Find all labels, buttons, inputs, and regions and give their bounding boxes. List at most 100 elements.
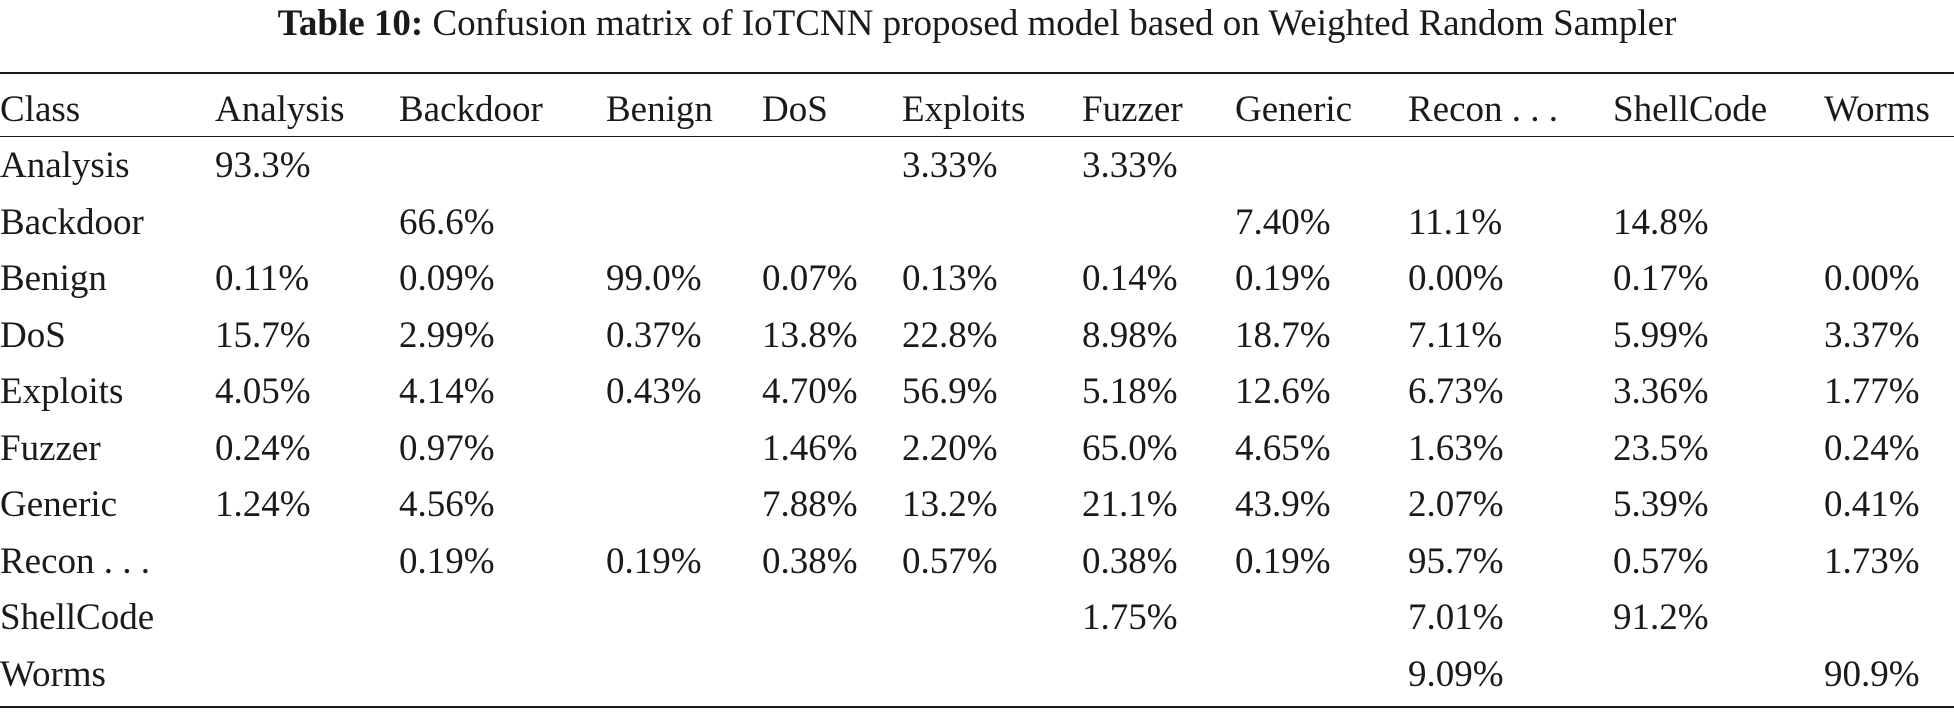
matrix-cell: 8.98% bbox=[1082, 314, 1178, 356]
table-row: Backdoor 66.6% 7.40% 11.1% 14.8% bbox=[0, 194, 1954, 251]
matrix-cell bbox=[606, 136, 762, 194]
matrix-cell: 5.99% bbox=[1613, 314, 1709, 356]
matrix-cell bbox=[1235, 646, 1408, 703]
row-class-label: Analysis bbox=[0, 144, 130, 186]
table-row: Exploits 4.05% 4.14% 0.43% 4.70% 56.9% 5.18% 12… bbox=[0, 364, 1954, 421]
matrix-cell: 0.13% bbox=[902, 258, 998, 300]
row-class-label: Recon . . . bbox=[0, 540, 151, 582]
matrix-cell: 0.41% bbox=[1824, 484, 1920, 526]
row-class-label: Exploits bbox=[0, 371, 124, 413]
table-row: Worms 9.09% 90.9% bbox=[0, 646, 1954, 703]
matrix-cell: 0.37% bbox=[606, 314, 702, 356]
matrix-cell: 91.2% bbox=[1613, 597, 1709, 639]
table-row: ShellCode 1.75% 7.01% 91.2% bbox=[0, 590, 1954, 647]
matrix-cell: 0.00% bbox=[1824, 258, 1920, 300]
matrix-cell: 66.6% bbox=[399, 201, 495, 243]
row-class-label: Generic bbox=[0, 484, 118, 526]
matrix-cell: 1.24% bbox=[215, 484, 311, 526]
matrix-cell: 4.65% bbox=[1235, 427, 1331, 469]
table-row: DoS 15.7% 2.99% 0.37% 13.8% 22.8% 8.98% 18.7% 7.… bbox=[0, 307, 1954, 364]
column-header: Exploits bbox=[902, 88, 1026, 130]
matrix-cell bbox=[902, 646, 1082, 703]
matrix-cell bbox=[1824, 194, 1954, 251]
matrix-cell: 0.43% bbox=[606, 371, 702, 413]
column-header: Class bbox=[0, 88, 81, 130]
table-row: Benign 0.11% 0.09% 99.0% 0.07% 0.13% 0.14% 0.19… bbox=[0, 251, 1954, 308]
matrix-cell: 0.07% bbox=[762, 258, 858, 300]
matrix-cell bbox=[1613, 136, 1824, 194]
table-row: Recon . . . 0.19% 0.19% 0.38% 0.57% 0.38% 0.19… bbox=[0, 533, 1954, 590]
matrix-cell: 0.38% bbox=[762, 540, 858, 582]
matrix-cell bbox=[399, 646, 606, 703]
table-row: Generic 1.24% 4.56% 7.88% 13.2% 21.1% 43.9% 2.0… bbox=[0, 477, 1954, 534]
matrix-cell bbox=[1824, 136, 1954, 194]
matrix-cell: 99.0% bbox=[606, 258, 702, 300]
row-class-label: Benign bbox=[0, 258, 107, 300]
matrix-cell bbox=[606, 477, 762, 534]
matrix-cell bbox=[215, 533, 399, 590]
matrix-cell: 1.46% bbox=[762, 427, 858, 469]
column-header: Worms bbox=[1824, 88, 1930, 130]
matrix-cell: 2.07% bbox=[1408, 484, 1504, 526]
matrix-cell bbox=[762, 136, 902, 194]
matrix-cell bbox=[762, 194, 902, 251]
matrix-cell: 0.38% bbox=[1082, 540, 1178, 582]
matrix-cell: 7.01% bbox=[1408, 597, 1504, 639]
matrix-cell: 9.09% bbox=[1408, 653, 1504, 695]
matrix-cell: 22.8% bbox=[902, 314, 998, 356]
matrix-cell: 1.63% bbox=[1408, 427, 1504, 469]
table-header-row: Class Analysis Backdoor Benign DoS Exploits Fu… bbox=[0, 82, 1954, 136]
matrix-cell bbox=[215, 590, 399, 647]
matrix-cell: 5.18% bbox=[1082, 371, 1178, 413]
matrix-cell bbox=[606, 194, 762, 251]
matrix-cell: 12.6% bbox=[1235, 371, 1331, 413]
matrix-cell bbox=[762, 590, 902, 647]
matrix-cell bbox=[606, 646, 762, 703]
matrix-cell: 3.37% bbox=[1824, 314, 1920, 356]
matrix-cell: 0.19% bbox=[606, 540, 702, 582]
matrix-cell: 0.11% bbox=[215, 258, 310, 300]
matrix-cell bbox=[606, 590, 762, 647]
matrix-cell: 4.56% bbox=[399, 484, 495, 526]
matrix-cell: 0.19% bbox=[1235, 258, 1331, 300]
table-header-rule bbox=[0, 136, 1954, 137]
matrix-cell: 1.73% bbox=[1824, 540, 1920, 582]
column-header: Fuzzer bbox=[1082, 88, 1183, 130]
matrix-cell: 2.99% bbox=[399, 314, 495, 356]
column-header: Generic bbox=[1235, 88, 1353, 130]
column-header: Analysis bbox=[215, 88, 345, 130]
matrix-cell: 7.88% bbox=[762, 484, 858, 526]
row-class-label: Backdoor bbox=[0, 201, 144, 243]
matrix-cell: 95.7% bbox=[1408, 540, 1504, 582]
matrix-cell: 93.3% bbox=[215, 144, 311, 186]
matrix-cell bbox=[1235, 590, 1408, 647]
matrix-cell: 15.7% bbox=[215, 314, 311, 356]
matrix-cell bbox=[1082, 194, 1235, 251]
matrix-cell: 18.7% bbox=[1235, 314, 1331, 356]
row-class-label: Fuzzer bbox=[0, 427, 101, 469]
column-header: Backdoor bbox=[399, 88, 543, 130]
table-body: Analysis 93.3% 3.33% 3.33% Backdoor 66.6% 7.40… bbox=[0, 136, 1954, 703]
matrix-cell: 0.17% bbox=[1613, 258, 1709, 300]
matrix-cell: 21.1% bbox=[1082, 484, 1178, 526]
matrix-cell: 1.77% bbox=[1824, 371, 1920, 413]
matrix-cell bbox=[215, 194, 399, 251]
row-class-label: ShellCode bbox=[0, 597, 155, 639]
matrix-cell bbox=[902, 194, 1082, 251]
matrix-cell: 13.8% bbox=[762, 314, 858, 356]
confusion-matrix-table: Class Analysis Backdoor Benign DoS Exploits Fu… bbox=[0, 82, 1954, 703]
table-caption: Table 10: Confusion matrix of IoTCNN pro… bbox=[0, 2, 1954, 46]
matrix-cell: 90.9% bbox=[1824, 653, 1920, 695]
matrix-cell bbox=[1613, 646, 1824, 703]
matrix-cell bbox=[399, 590, 606, 647]
matrix-cell: 3.36% bbox=[1613, 371, 1709, 413]
column-header: Recon . . . bbox=[1408, 88, 1559, 130]
matrix-cell bbox=[902, 590, 1082, 647]
matrix-cell: 6.73% bbox=[1408, 371, 1504, 413]
matrix-cell: 65.0% bbox=[1082, 427, 1178, 469]
matrix-cell bbox=[1824, 590, 1954, 647]
matrix-cell: 1.75% bbox=[1082, 597, 1178, 639]
row-class-label: Worms bbox=[0, 653, 106, 695]
table-caption-label: Table 10: bbox=[277, 3, 424, 44]
matrix-cell bbox=[606, 420, 762, 477]
